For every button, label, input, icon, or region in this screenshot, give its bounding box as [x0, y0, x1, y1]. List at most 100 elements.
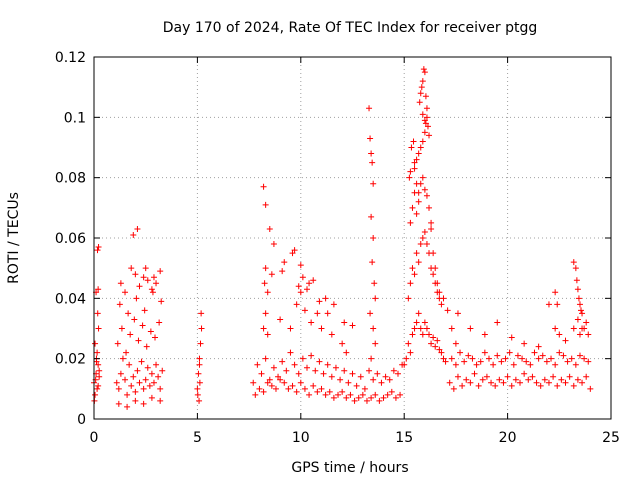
- data-point: [562, 337, 569, 344]
- data-point: [382, 373, 389, 380]
- data-point: [314, 388, 321, 395]
- data-point: [481, 349, 488, 356]
- data-point: [308, 319, 315, 326]
- data-point: [368, 213, 375, 220]
- data-point: [419, 78, 426, 85]
- data-point: [570, 325, 577, 332]
- y-tick-label: 0.08: [55, 171, 86, 187]
- gridlines: [94, 57, 611, 419]
- data-point: [514, 352, 521, 359]
- data-point: [409, 204, 416, 211]
- data-point: [454, 310, 461, 317]
- data-point: [434, 280, 441, 287]
- data-point: [149, 289, 156, 296]
- data-point: [268, 271, 275, 278]
- data-point: [131, 316, 138, 323]
- data-point: [376, 397, 383, 404]
- data-point: [341, 319, 348, 326]
- data-point: [260, 388, 267, 395]
- data-point: [297, 379, 304, 386]
- data-point: [293, 388, 300, 395]
- data-point: [420, 66, 427, 73]
- data-point: [132, 271, 139, 278]
- data-point: [310, 277, 317, 284]
- data-point: [467, 325, 474, 332]
- data-point: [324, 310, 331, 317]
- data-point: [392, 394, 399, 401]
- data-point: [198, 310, 205, 317]
- data-point: [576, 352, 583, 359]
- data-point: [272, 385, 279, 392]
- data-point: [539, 352, 546, 359]
- data-point: [368, 355, 375, 362]
- data-point: [279, 268, 286, 275]
- data-point: [142, 376, 149, 383]
- y-tick-label: 0.12: [55, 50, 86, 66]
- data-point: [123, 349, 130, 356]
- data-point: [556, 331, 563, 338]
- data-point: [295, 370, 302, 377]
- data-point: [113, 379, 120, 386]
- data-point: [347, 391, 354, 398]
- data-point: [130, 373, 137, 380]
- data-point: [94, 385, 101, 392]
- data-point: [264, 379, 271, 386]
- data-point: [116, 301, 123, 308]
- data-point: [92, 391, 99, 398]
- data-point: [469, 355, 476, 362]
- data-point: [411, 165, 418, 172]
- data-point: [134, 225, 141, 232]
- data-point: [423, 192, 430, 199]
- data-point: [440, 355, 447, 362]
- data-point: [541, 376, 548, 383]
- data-point: [574, 286, 581, 293]
- x-tick-label: 0: [90, 430, 99, 446]
- data-point: [410, 138, 417, 145]
- data-point: [415, 150, 422, 157]
- data-point: [94, 349, 101, 356]
- data-point: [194, 391, 201, 398]
- data-point: [422, 93, 429, 100]
- data-point: [270, 364, 277, 371]
- data-point: [359, 391, 366, 398]
- data-point: [446, 379, 453, 386]
- data-point: [363, 397, 370, 404]
- data-point: [351, 397, 358, 404]
- data-point: [407, 168, 414, 175]
- data-point: [488, 379, 495, 386]
- data-point: [426, 204, 433, 211]
- data-point: [421, 186, 428, 193]
- data-point: [349, 322, 356, 329]
- data-point: [312, 367, 319, 374]
- data-point: [143, 343, 150, 350]
- data-point: [370, 376, 377, 383]
- data-point: [301, 307, 308, 314]
- data-point: [570, 259, 577, 266]
- data-point: [196, 379, 203, 386]
- data-point: [568, 355, 575, 362]
- data-point: [421, 129, 428, 136]
- data-point: [417, 241, 424, 248]
- data-point: [519, 355, 526, 362]
- data-point: [411, 271, 418, 278]
- data-point: [324, 361, 331, 368]
- data-point: [159, 367, 166, 374]
- data-point: [574, 316, 581, 323]
- data-point: [579, 325, 586, 332]
- data-point: [320, 370, 327, 377]
- data-point: [135, 337, 142, 344]
- data-point: [428, 219, 435, 226]
- data-point: [436, 289, 443, 296]
- data-point: [415, 259, 422, 266]
- data-point: [372, 295, 379, 302]
- data-point: [448, 325, 455, 332]
- data-point: [448, 355, 455, 362]
- data-point: [198, 325, 205, 332]
- data-point: [125, 310, 132, 317]
- data-point: [142, 265, 149, 272]
- data-point: [153, 280, 160, 287]
- data-point: [545, 301, 552, 308]
- data-point: [552, 361, 559, 368]
- data-point: [148, 370, 155, 377]
